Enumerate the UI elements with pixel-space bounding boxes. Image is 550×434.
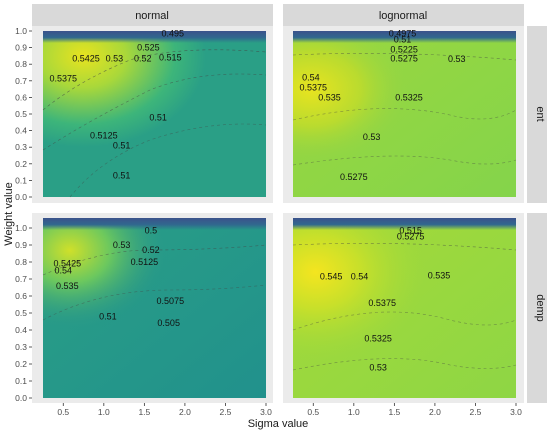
x-tick-label: 2.0 [429, 407, 441, 417]
y-tick-label: 0.8 [15, 59, 27, 69]
y-tick-label: 0.9 [15, 43, 27, 53]
contour-label: 0.51 [113, 170, 131, 180]
y-tick-label: 0.7 [15, 76, 27, 86]
contour-label: 0.5325 [364, 334, 392, 344]
y-axis-title: Weight value [3, 182, 15, 245]
y-tick-label: 0.3 [15, 142, 27, 152]
axes-layer: 0.0 0.1 0.2 0.3 0.4 0.5 0.6 0.7 0.8 0.9 1.0 0.0 0.1 0… [15, 26, 522, 417]
y-tick-label: 0.5 [15, 308, 27, 318]
contour-label: 0.53 [369, 362, 387, 372]
contour-label: 0.535 [318, 92, 341, 102]
y-tick-label: 0.3 [15, 342, 27, 352]
y-tick-label: 0.8 [15, 257, 27, 267]
contour-label: 0.5225 [390, 44, 418, 54]
contour-label: 0.5275 [340, 172, 368, 182]
contour-label: 0.515 [399, 226, 422, 236]
contour-label: 0.5125 [90, 131, 118, 141]
x-tick-label: 3.0 [510, 407, 522, 417]
y-tick-label: 0.2 [15, 359, 27, 369]
y-tick-label: 1.0 [15, 26, 27, 36]
contour-label: 0.5 [145, 226, 158, 236]
contour-label: 0.51 [99, 311, 117, 321]
x-tick-label: 0.5 [57, 407, 69, 417]
facet-strips: normal lognormal ent demp [32, 4, 547, 403]
panel-lognormal-demp [283, 213, 524, 403]
strip-demp [527, 213, 547, 403]
contour-label: 0.5375 [300, 82, 328, 92]
contour-label: 0.5075 [157, 296, 185, 306]
x-tick-label: 2.0 [179, 407, 191, 417]
y-tick-label: 0.5 [15, 109, 27, 119]
contour-label: 0.525 [137, 43, 160, 53]
contour-label: 0.5275 [390, 53, 418, 63]
contour-label: 0.51 [113, 141, 131, 151]
x-tick-label: 2.5 [220, 407, 232, 417]
y-tick-label: 0.4 [15, 325, 27, 335]
strip-ent [527, 26, 547, 203]
y-tick-label: 0.1 [15, 376, 27, 386]
contour-label: 0.53 [448, 54, 466, 64]
contour-label: 0.5375 [50, 73, 78, 83]
contour-label: 0.53 [113, 240, 131, 250]
contour-label: 0.51 [149, 112, 167, 122]
contour-label: 0.495 [161, 28, 184, 38]
y-tick-label: 0.0 [15, 393, 27, 403]
x-tick-label: 2.5 [470, 407, 482, 417]
strip-lognormal [283, 4, 524, 26]
panel-lognormal-ent [283, 26, 524, 203]
y-tick-label: 0.4 [15, 126, 27, 136]
contour-label: 0.53 [106, 53, 124, 63]
strip-normal [32, 4, 273, 26]
y-tick-label: 0.1 [15, 175, 27, 185]
x-axis-title: Sigma value [248, 418, 309, 430]
strip-lognormal-label: lognormal [379, 10, 427, 22]
contour-label: 0.5125 [131, 257, 159, 267]
contour-label: 0.515 [159, 53, 182, 63]
x-tick-label: 1.0 [98, 407, 110, 417]
contour-label: 0.52 [142, 245, 160, 255]
strip-normal-label: normal [135, 10, 169, 22]
contour-label: 0.5375 [368, 298, 396, 308]
contour-label: 0.54 [55, 266, 73, 276]
x-tick-label: 0.5 [307, 407, 319, 417]
strip-ent-label: ent [534, 106, 546, 121]
contour-label: 0.5425 [72, 53, 100, 63]
contour-label: 0.54 [302, 72, 320, 82]
strip-demp-label: demp [534, 294, 546, 322]
x-tick-label: 1.5 [388, 407, 400, 417]
x-tick-label: 3.0 [260, 407, 272, 417]
y-tick-label: 0.9 [15, 240, 27, 250]
panel-normal-demp [32, 213, 273, 403]
x-tick-label: 1.5 [138, 407, 150, 417]
y-tick-label: 0.0 [15, 192, 27, 202]
y-tick-label: 0.2 [15, 159, 27, 169]
contour-label: 0.545 [320, 271, 343, 281]
y-tick-label: 1.0 [15, 223, 27, 233]
contour-label: 0.505 [157, 318, 180, 328]
contour-label: 0.4975 [389, 28, 417, 38]
panel-normal-ent [32, 26, 273, 203]
y-tick-label: 0.6 [15, 92, 27, 102]
contour-label: 0.5275 [397, 232, 425, 242]
y-tick-label: 0.7 [15, 274, 27, 284]
contour-label: 0.51 [394, 34, 412, 44]
x-tick-label: 1.0 [348, 407, 360, 417]
contour-label: 0.5425 [54, 259, 82, 269]
contour-label: 0.535 [56, 281, 79, 291]
contour-label: 0.54 [351, 271, 369, 281]
contour-label: 0.535 [428, 271, 451, 281]
contour-label: 0.53 [363, 132, 381, 142]
contour-label: 0.5325 [395, 92, 423, 102]
contour-label: 0.52 [134, 53, 152, 63]
y-tick-label: 0.6 [15, 291, 27, 301]
